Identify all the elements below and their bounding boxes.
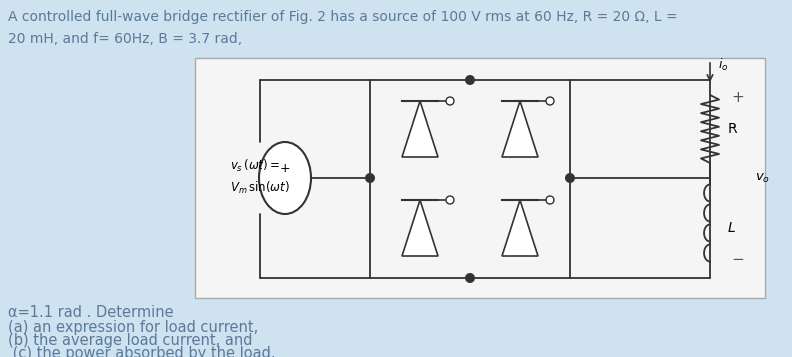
Circle shape (546, 97, 554, 105)
Text: A controlled full-wave bridge rectifier of Fig. 2 has a source of 100 V rms at 6: A controlled full-wave bridge rectifier … (8, 10, 678, 24)
Text: $v_s\,(\omega t) =$: $v_s\,(\omega t) =$ (230, 158, 280, 174)
Circle shape (565, 173, 575, 183)
Text: α=1.1 rad . Determine: α=1.1 rad . Determine (8, 305, 173, 320)
Text: L: L (728, 221, 736, 235)
Text: $v_o$: $v_o$ (755, 171, 770, 185)
Circle shape (465, 273, 475, 283)
Circle shape (465, 75, 475, 85)
Polygon shape (402, 200, 438, 256)
Polygon shape (502, 101, 538, 157)
Circle shape (446, 196, 454, 204)
Polygon shape (402, 101, 438, 157)
Text: $V_m\,\sin(\omega t)$: $V_m\,\sin(\omega t)$ (230, 180, 290, 196)
Circle shape (365, 173, 375, 183)
Text: −: − (732, 252, 744, 267)
Circle shape (446, 97, 454, 105)
Text: R: R (728, 122, 737, 136)
Text: $i_o$: $i_o$ (718, 57, 729, 73)
Text: (a) an expression for load current,: (a) an expression for load current, (8, 320, 258, 335)
Text: +: + (280, 161, 291, 175)
Polygon shape (502, 200, 538, 256)
Text: (b) the average load current, and: (b) the average load current, and (8, 333, 253, 348)
Text: +: + (732, 91, 744, 106)
Ellipse shape (259, 142, 311, 214)
Circle shape (546, 196, 554, 204)
Text: (c) the power absorbed by the load.: (c) the power absorbed by the load. (8, 346, 276, 357)
Text: 20 mH, and f= 60Hz, B = 3.7 rad,: 20 mH, and f= 60Hz, B = 3.7 rad, (8, 32, 242, 46)
FancyBboxPatch shape (195, 58, 765, 298)
